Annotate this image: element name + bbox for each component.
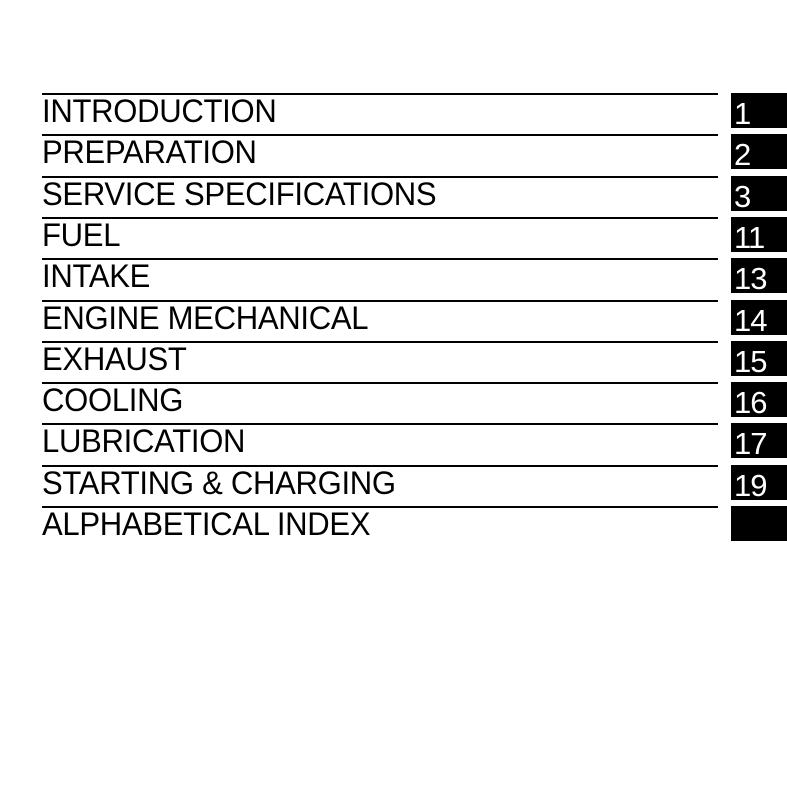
divider-rule [42,93,718,95]
divider-rule [42,134,718,137]
section-tab[interactable]: 19 [731,464,787,500]
divider-rule [42,340,718,343]
section-title[interactable]: INTAKE [42,258,151,295]
divider-rule [42,382,718,385]
section-tab[interactable]: 17 [731,423,787,459]
section-title[interactable]: STARTING & CHARGING [42,464,396,501]
section-title[interactable]: SERVICE SPECIFICATIONS [42,175,437,212]
divider-rule [42,506,718,508]
toc-entry[interactable]: PREPARATION 2 [42,134,787,175]
toc-entry[interactable]: INTAKE 13 [42,258,787,299]
toc-entry[interactable]: LUBRICATION 17 [42,423,787,464]
section-tab[interactable]: 2 [731,134,787,170]
section-title[interactable]: ENGINE MECHANICAL [42,299,369,336]
section-tab[interactable] [731,506,787,541]
section-title[interactable]: PREPARATION [42,134,257,171]
section-tab[interactable]: 3 [731,175,787,211]
toc-entry[interactable]: FUEL 11 [42,216,787,258]
section-tab[interactable]: 14 [731,299,787,335]
toc-entry[interactable]: SERVICE SPECIFICATIONS 3 [42,175,787,217]
toc-entry[interactable]: ENGINE MECHANICAL 14 [42,299,787,341]
section-title[interactable]: EXHAUST [42,340,187,377]
section-title[interactable]: COOLING [42,382,184,419]
section-tab[interactable]: 16 [731,382,787,418]
section-tab[interactable]: 1 [731,93,787,128]
section-tab[interactable]: 15 [731,340,787,376]
toc-entry[interactable]: ALPHABETICAL INDEX [42,506,787,547]
divider-rule [42,175,718,178]
divider-rule [42,258,718,261]
divider-rule [42,299,718,302]
toc-entry[interactable]: EXHAUST 15 [42,340,787,382]
toc-entry[interactable]: COOLING 16 [42,382,787,423]
toc-entry[interactable]: INTRODUCTION 1 [42,93,787,134]
section-tab[interactable]: 11 [731,216,787,252]
section-title[interactable]: LUBRICATION [42,423,246,460]
section-title[interactable]: INTRODUCTION [42,93,277,129]
divider-rule [42,464,718,467]
section-tab[interactable]: 13 [731,258,787,294]
divider-rule [42,423,718,426]
divider-rule [42,216,718,219]
section-title[interactable]: ALPHABETICAL INDEX [42,506,371,542]
section-title[interactable]: FUEL [42,216,121,253]
toc-entry[interactable]: STARTING & CHARGING 19 [42,464,787,506]
